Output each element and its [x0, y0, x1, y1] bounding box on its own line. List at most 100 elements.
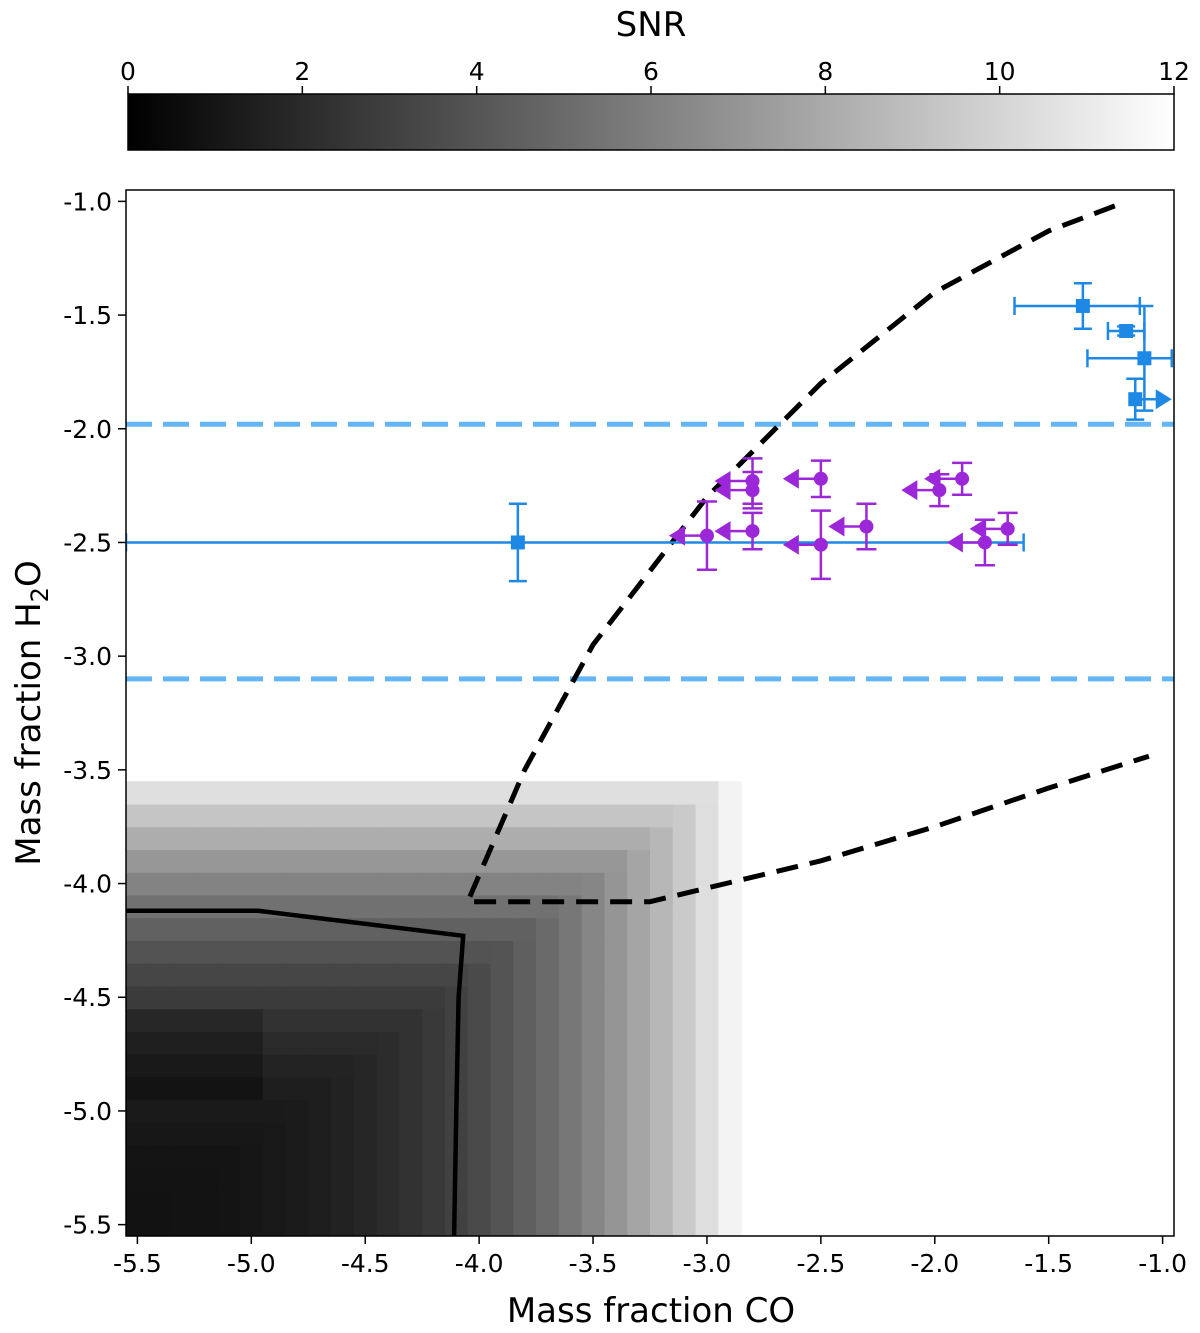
- heatmap-cell: [490, 1190, 514, 1214]
- heatmap-cell: [331, 1076, 355, 1101]
- heatmap-cell: [376, 894, 400, 919]
- heatmap-cell: [171, 1031, 195, 1055]
- heatmap-cell: [126, 1145, 150, 1169]
- heatmap-cell: [399, 1190, 423, 1214]
- heatmap-cell: [239, 803, 264, 828]
- heatmap-cell: [331, 963, 355, 987]
- heatmap-cell: [650, 1031, 674, 1055]
- heatmap-cell: [558, 872, 583, 896]
- heatmap-cell: [718, 1054, 742, 1078]
- heatmap-cell: [353, 781, 378, 805]
- heatmap-cell: [126, 985, 150, 1010]
- heatmap-cell: [353, 826, 378, 851]
- heatmap-cell: [490, 985, 514, 1010]
- heatmap-cell: [581, 1008, 606, 1032]
- heatmap-cell: [604, 849, 628, 873]
- heatmap-cell: [285, 1213, 309, 1236]
- heatmap-cell: [171, 1099, 195, 1123]
- heatmap-cell: [308, 985, 332, 1010]
- heatmap-cell: [604, 940, 628, 964]
- heatmap-cell: [171, 826, 195, 851]
- heatmap-cell: [536, 872, 560, 896]
- colorbar-label: SNR: [616, 5, 687, 45]
- heatmap-cell: [126, 940, 150, 964]
- heatmap-cell: [718, 940, 742, 964]
- heatmap-cell: [536, 1122, 560, 1146]
- heatmap-cell: [194, 1031, 218, 1055]
- colorbar-tick-label: 2: [294, 57, 310, 86]
- x-tick-label: -2.5: [796, 1249, 845, 1278]
- heatmap-cell: [558, 1054, 583, 1078]
- purple-limit-arrow: [901, 480, 918, 501]
- x-axis-label: Mass fraction CO: [507, 1291, 795, 1331]
- heatmap-cell: [558, 1167, 583, 1192]
- heatmap-cell: [695, 917, 719, 941]
- heatmap-cell: [239, 826, 264, 851]
- heatmap-cell: [285, 1122, 309, 1146]
- heatmap-cell: [285, 826, 309, 851]
- heatmap-cell: [148, 1190, 173, 1214]
- purple-limit-arrow: [946, 532, 963, 553]
- heatmap-cell: [627, 1008, 651, 1032]
- heatmap-cell: [467, 917, 492, 941]
- heatmap-cell: [558, 1076, 583, 1101]
- purple-limit-arrow: [969, 518, 986, 539]
- y-label-sub: 2: [26, 587, 54, 602]
- heatmap-cell: [308, 1008, 332, 1032]
- heatmap-cell: [581, 1076, 606, 1101]
- heatmap-cell: [126, 1008, 150, 1032]
- heatmap-cell: [285, 985, 309, 1010]
- heatmap-cell: [422, 803, 446, 828]
- heatmap-cell: [444, 781, 469, 805]
- heatmap-cell: [308, 1122, 332, 1146]
- heatmap-cell: [490, 1031, 514, 1055]
- heatmap-cell: [376, 1008, 400, 1032]
- heatmap-cell: [627, 1054, 651, 1078]
- heatmap-cell: [376, 917, 400, 941]
- heatmap-cell: [353, 1054, 378, 1078]
- heatmap-cell: [581, 803, 606, 828]
- heatmap-cell: [513, 1167, 537, 1192]
- heatmap-cell: [217, 872, 241, 896]
- heatmap-cell: [467, 1167, 492, 1192]
- heatmap-cell: [148, 894, 173, 919]
- heatmap-cell: [285, 781, 309, 805]
- heatmap-cell: [126, 1076, 150, 1101]
- heatmap-cell: [422, 781, 446, 805]
- heatmap-cell: [331, 1122, 355, 1146]
- heatmap-cell: [536, 940, 560, 964]
- heatmap-cell: [536, 1167, 560, 1192]
- heatmap-cell: [239, 849, 264, 873]
- heatmap-cell: [308, 1213, 332, 1236]
- heatmap-cell: [239, 1031, 264, 1055]
- heatmap-cell: [194, 1076, 218, 1101]
- heatmap-cell: [536, 849, 560, 873]
- heatmap-cell: [536, 826, 560, 851]
- purple-data-point: [946, 518, 995, 567]
- heatmap-cell: [148, 963, 173, 987]
- heatmap-cell: [422, 872, 446, 896]
- heatmap-cell: [627, 1167, 651, 1192]
- heatmap-cell: [285, 940, 309, 964]
- heatmap-cell: [376, 1076, 400, 1101]
- heatmap-cell: [399, 894, 423, 919]
- heatmap-cell: [490, 1054, 514, 1078]
- heatmap-cell: [604, 1122, 628, 1146]
- heatmap-cell: [353, 1008, 378, 1032]
- heatmap-cell: [331, 1167, 355, 1192]
- heatmap-cell: [353, 1076, 378, 1101]
- heatmap-cell: [171, 1076, 195, 1101]
- heatmap-cell: [536, 1213, 560, 1236]
- heatmap-cell: [262, 963, 287, 987]
- heatmap-cell: [422, 1145, 446, 1169]
- heatmap-cell: [444, 894, 469, 919]
- heatmap-cell: [536, 1008, 560, 1032]
- heatmap-cell: [262, 781, 287, 805]
- heatmap-cell: [513, 849, 537, 873]
- heatmap-cell: [376, 803, 400, 828]
- heatmap-cell: [194, 985, 218, 1010]
- heatmap-cell: [513, 917, 537, 941]
- heatmap-cell: [217, 940, 241, 964]
- heatmap-cell: [194, 872, 218, 896]
- heatmap-cell: [604, 1099, 628, 1123]
